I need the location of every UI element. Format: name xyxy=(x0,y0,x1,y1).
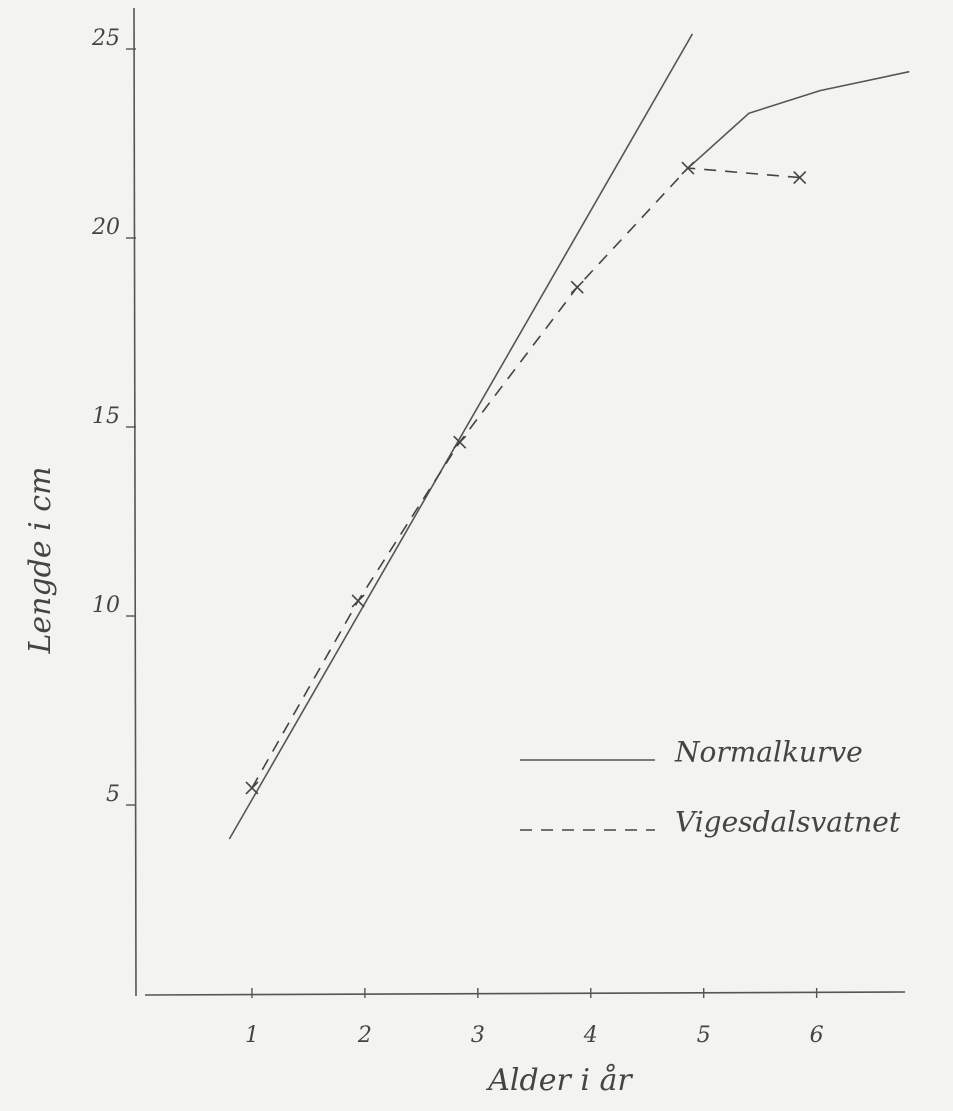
series-line xyxy=(229,34,692,839)
point-marker xyxy=(571,281,583,293)
y-tick-label: 10 xyxy=(92,593,120,618)
x-tick-label: 5 xyxy=(697,1023,711,1048)
x-axis xyxy=(145,992,905,995)
page: {"chart_data": {"type": "line", "xlabel"… xyxy=(0,0,953,1107)
legend-label: Vigesdalsvatnet xyxy=(675,806,901,839)
x-tick-label: 2 xyxy=(357,1023,372,1048)
y-tick-label: 25 xyxy=(91,26,120,51)
x-tick-label: 6 xyxy=(810,1023,824,1048)
x-tick-label: 1 xyxy=(245,1023,259,1048)
chart: Alder i år Lengde i cm 1 2 3 4 5 6 5 10 15 20 25 No… xyxy=(0,0,953,1107)
point-marker xyxy=(246,782,258,794)
x-axis-title: Alder i år xyxy=(485,1063,633,1098)
y-tick-label: 20 xyxy=(91,215,120,240)
series-line xyxy=(252,168,800,788)
x-tick-label: 4 xyxy=(583,1023,598,1048)
y-tick-label: 5 xyxy=(106,782,120,807)
point-marker xyxy=(352,595,364,607)
y-axis-title: Lengde i cm xyxy=(23,466,58,654)
y-axis xyxy=(134,8,136,996)
y-tick-label: 15 xyxy=(92,404,120,429)
series-line xyxy=(690,72,909,166)
x-tick-label: 3 xyxy=(471,1023,485,1048)
legend-label: Normalkurve xyxy=(674,736,863,769)
